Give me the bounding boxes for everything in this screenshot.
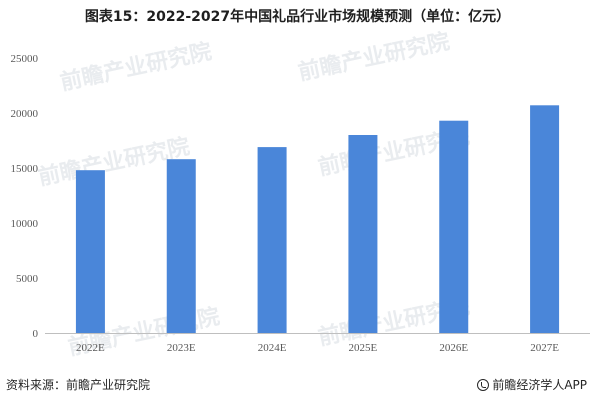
- y-tick-label: 10000: [11, 218, 39, 230]
- qianzhan-logo-icon: [477, 378, 490, 391]
- x-tick-label: 2022E: [76, 342, 105, 354]
- x-tick-label: 2023E: [167, 342, 196, 354]
- watermark-text: 前瞻产业研究院: [58, 38, 214, 95]
- bars-group: [75, 105, 560, 333]
- y-tick-label: 25000: [11, 53, 39, 65]
- bar-2023E: [166, 159, 196, 333]
- x-tick-label: 2026E: [439, 342, 468, 354]
- bar-2027E: [530, 105, 560, 333]
- chart-title: 图表15：2022-2027年中国礼品行业市场规模预测（单位：亿元）: [84, 9, 511, 25]
- y-tick-label: 5000: [16, 273, 39, 285]
- bar-2026E: [439, 120, 469, 333]
- y-tick-label: 20000: [11, 108, 39, 120]
- bar-2025E: [348, 135, 378, 333]
- source-note: 资料来源：前瞻产业研究院: [6, 378, 151, 392]
- x-tick-label: 2024E: [258, 342, 287, 354]
- y-tick-label: 15000: [11, 163, 39, 175]
- y-axis: 0 5000 10000 15000 20000 25000: [11, 53, 39, 340]
- x-tick-label: 2027E: [530, 342, 559, 354]
- brand-label: 前瞻经济学人APP: [492, 378, 587, 392]
- x-tick-label: 2025E: [349, 342, 378, 354]
- watermark-text: 前瞻产业研究院: [296, 28, 452, 85]
- x-axis: 2022E 2023E 2024E 2025E 2026E 2027E: [76, 342, 559, 354]
- bar-2022E: [75, 170, 105, 333]
- y-tick-label: 0: [33, 328, 39, 340]
- bar-2024E: [257, 147, 287, 333]
- bar-chart: 前瞻产业研究院 前瞻产业研究院 前瞻产业研究院 前瞻产业研究院 前瞻产业研究院 …: [11, 28, 590, 361]
- brand-credit: 前瞻经济学人APP: [477, 376, 587, 393]
